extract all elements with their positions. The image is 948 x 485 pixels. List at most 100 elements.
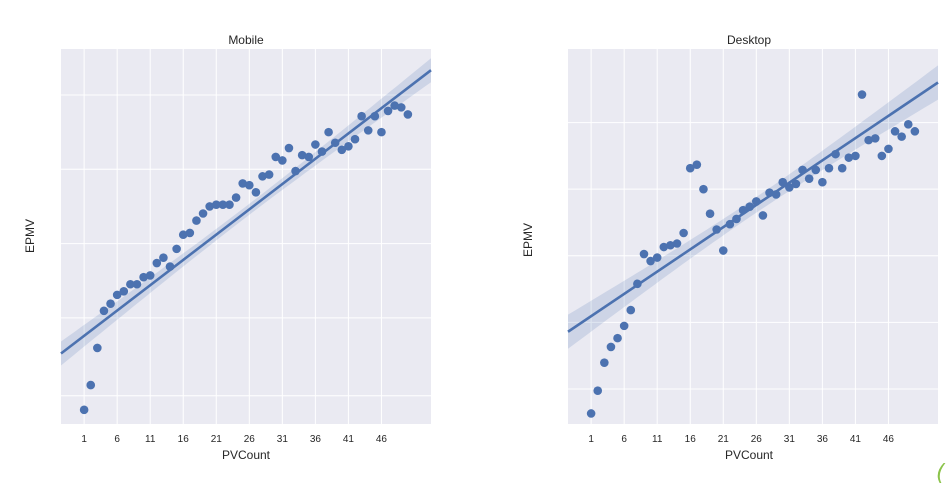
desktop-x-tick-label: 21: [718, 434, 730, 445]
mobile-data-point: [218, 200, 228, 209]
mobile-data-point: [238, 179, 247, 188]
desktop-x-tick-label: 6: [621, 434, 627, 445]
desktop-x-tick-label: 31: [784, 434, 796, 445]
desktop-x-tick-label: 36: [817, 434, 829, 445]
mobile-x-tick-label: 11: [145, 434, 156, 445]
mobile-data-point: [377, 127, 386, 137]
mobile-chart-title: Mobile: [228, 33, 264, 47]
mobile-data-point: [337, 145, 347, 155]
desktop-y-axis-label: EPMV: [521, 223, 535, 257]
mobile-plot-area: [61, 49, 431, 424]
desktop-data-point: [824, 163, 834, 173]
desktop-x-tick-label: 16: [685, 434, 697, 445]
desktop-x-ticks: 1 6 11 16 21 26 31 36 41 46: [588, 434, 894, 445]
desktop-data-point: [870, 134, 880, 143]
desktop-data-point: [851, 151, 860, 161]
mobile-data-point: [152, 258, 162, 268]
desktop-data-point: [771, 190, 781, 199]
mobile-x-tick-label: 16: [178, 434, 190, 445]
mobile-data-point: [403, 110, 413, 119]
mobile-data-point: [165, 262, 175, 271]
mobile-data-point: [185, 228, 195, 238]
mobile-data-point: [231, 193, 241, 202]
mobile-data-point: [291, 166, 300, 176]
desktop-x-tick-label: 26: [751, 434, 763, 445]
desktop-data-point: [626, 305, 636, 315]
desktop-data-point: [699, 184, 708, 194]
mobile-x-ticks: 1 6 11 16 21 26 31 36 41 46: [81, 434, 387, 445]
mobile-data-point: [330, 138, 340, 148]
desktop-data-point: [712, 225, 721, 234]
mobile-data-point: [396, 103, 406, 112]
desktop-data-point: [666, 240, 675, 250]
mobile-data-point: [251, 187, 261, 197]
mobile-data-point: [192, 216, 201, 225]
desktop-data-point: [600, 358, 609, 367]
mobile-data-point: [178, 230, 188, 240]
mobile-data-point: [126, 279, 135, 289]
mobile-data-point: [145, 271, 155, 280]
mobile-data-point: [357, 111, 366, 121]
mobile-data-point: [344, 141, 353, 151]
mobile-data-point: [211, 200, 221, 209]
desktop-data-point: [659, 242, 669, 252]
mobile-data-point: [112, 290, 122, 300]
mobile-data-point: [370, 111, 380, 121]
desktop-data-point: [606, 342, 616, 352]
mobile-x-tick-label: 6: [114, 434, 120, 445]
desktop-data-point: [738, 205, 748, 215]
desktop-data-point: [890, 127, 900, 136]
desktop-x-tick-label: 41: [850, 434, 862, 445]
mobile-data-point: [132, 279, 142, 289]
desktop-data-point: [765, 188, 774, 197]
mobile-data-point: [86, 380, 96, 390]
desktop-data-point: [785, 183, 794, 192]
mobile-panel: 1 6 11 16 21 26 31 36 41 46 Mobile PVCount EPMV: [23, 33, 432, 462]
mobile-grid: [61, 49, 431, 424]
desktop-data-point: [864, 135, 873, 145]
desktop-data-point: [672, 239, 682, 248]
desktop-x-tick-label: 1: [588, 434, 594, 445]
mobile-data-point: [198, 209, 208, 218]
desktop-data-point: [897, 132, 906, 141]
desktop-x-axis-label: PVCount: [725, 448, 774, 462]
desktop-data-point: [811, 165, 821, 175]
desktop-data-point: [844, 153, 854, 162]
mobile-data-point: [99, 306, 109, 316]
desktop-data-point: [652, 253, 662, 262]
mobile-x-tick-label: 31: [277, 434, 289, 445]
desktop-data-point: [804, 174, 814, 183]
desktop-data-point: [633, 279, 642, 289]
mobile-data-point: [258, 172, 267, 181]
desktop-data-point: [791, 179, 801, 189]
mobile-data-point: [79, 405, 89, 415]
desktop-data-point: [685, 163, 695, 173]
desktop-data-point: [705, 209, 715, 219]
desktop-grid: [568, 49, 938, 424]
mobile-data-point: [278, 156, 287, 165]
desktop-data-point: [818, 177, 827, 187]
mobile-y-axis-label: EPMV: [23, 219, 37, 253]
mobile-points: [79, 101, 413, 415]
desktop-data-point: [646, 256, 655, 266]
mobile-x-tick-label: 26: [244, 434, 256, 445]
desktop-x-tick-label: 11: [652, 434, 663, 445]
mobile-data-point: [172, 244, 181, 254]
mobile-data-point: [271, 152, 281, 162]
mobile-data-point: [106, 299, 115, 309]
mobile-data-point: [383, 106, 393, 116]
mobile-data-point: [304, 152, 314, 162]
mobile-data-point: [159, 253, 168, 263]
mobile-data-point: [390, 101, 399, 110]
desktop-data-point: [613, 333, 622, 343]
desktop-data-point: [745, 202, 754, 212]
desktop-data-point: [725, 219, 735, 229]
mobile-x-tick-label: 1: [81, 434, 87, 445]
desktop-data-point: [877, 151, 887, 161]
mobile-fit-line: [60, 69, 432, 355]
mobile-data-point: [264, 170, 274, 179]
desktop-data-point: [593, 386, 603, 396]
corner-logo-fragment: (: [936, 463, 945, 485]
mobile-x-tick-label: 21: [211, 434, 223, 445]
